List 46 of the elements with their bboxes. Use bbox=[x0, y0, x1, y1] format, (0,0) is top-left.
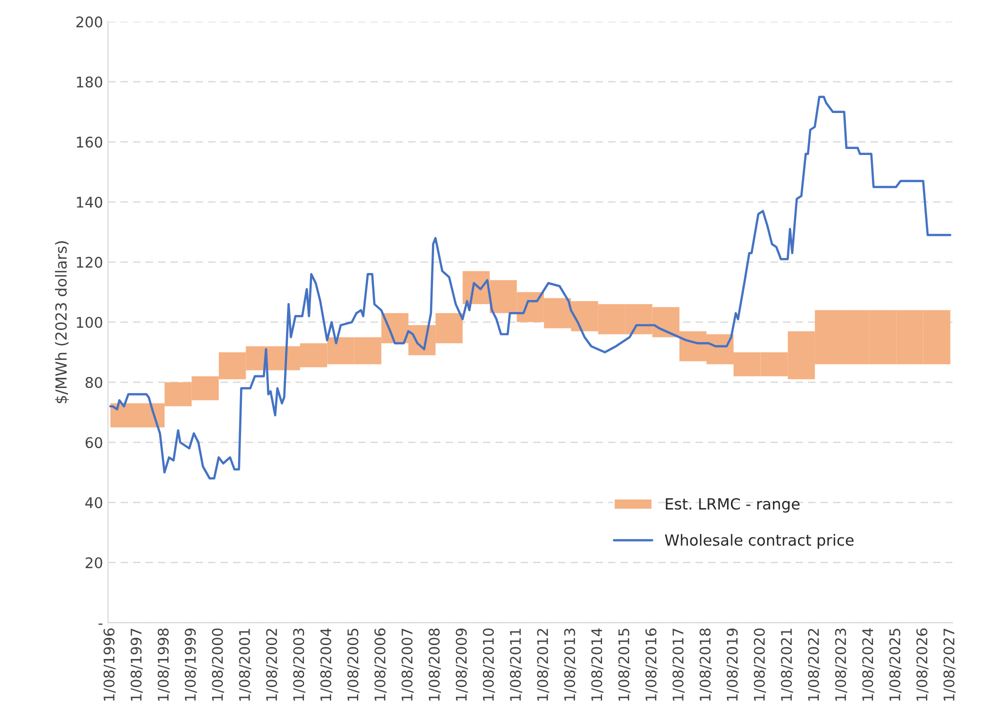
legend-label: Est. LRMC - range bbox=[666, 498, 800, 513]
y-tick-label: 80 bbox=[86, 376, 102, 388]
y-tick-label: 40 bbox=[85, 497, 102, 508]
legend-label: Wholesale contract price bbox=[664, 534, 854, 549]
x-tick-label: 1/08/2021 bbox=[780, 628, 794, 701]
y-tick-label: 20 bbox=[86, 557, 102, 568]
x-tick-label: 1/08/1999 bbox=[184, 628, 197, 701]
x-tick-label: 1/08/2025 bbox=[889, 628, 902, 701]
x-tick-label: 1/08/2015 bbox=[618, 628, 630, 701]
x-tick-label: 1/08/2011 bbox=[510, 628, 522, 701]
x-tick-label: 1/08/2001 bbox=[238, 628, 252, 701]
x-tick-label: 1/08/2027 bbox=[943, 628, 956, 701]
x-tick-label: 1/08/2017 bbox=[672, 628, 685, 701]
y-tick-label: - bbox=[98, 624, 102, 625]
x-tick-label: 1/08/2024 bbox=[862, 628, 874, 701]
y-tick-label: 200 bbox=[76, 16, 102, 28]
x-tick-label: 1/08/2003 bbox=[293, 628, 306, 701]
x-tick-label: 1/08/2014 bbox=[591, 628, 604, 701]
y-tick-label: 140 bbox=[76, 196, 102, 208]
x-tick-label: 1/08/1996 bbox=[104, 628, 116, 701]
x-tick-label: 1/08/2000 bbox=[212, 628, 224, 701]
y-tick-label: 180 bbox=[76, 76, 102, 88]
x-tick-label: 1/08/2012 bbox=[537, 628, 550, 701]
y-axis-title: $/MWh (2023 dollars) bbox=[54, 241, 69, 404]
y-tick-label: 120 bbox=[76, 256, 102, 268]
x-tick-label: 1/08/2016 bbox=[645, 628, 658, 701]
x-tick-label: 1/08/2013 bbox=[564, 628, 576, 701]
x-tick-label: 1/08/2002 bbox=[266, 628, 278, 701]
y-tick-label: 100 bbox=[76, 316, 102, 328]
x-tick-label: 1/08/1998 bbox=[158, 628, 170, 701]
x-tick-label: 1/08/2008 bbox=[428, 628, 441, 701]
x-tick-label: 1/08/2005 bbox=[347, 628, 360, 701]
x-tick-label: 1/08/1997 bbox=[130, 628, 143, 701]
x-tick-label: 1/08/2007 bbox=[402, 628, 414, 701]
x-tick-label: 1/08/2018 bbox=[700, 628, 712, 701]
x-tick-label: 1/08/2019 bbox=[726, 628, 739, 701]
x-tick-label: 1/08/2023 bbox=[835, 628, 848, 701]
x-tick-label: 1/08/2004 bbox=[320, 628, 332, 701]
y-tick-label: 60 bbox=[86, 437, 102, 448]
y-tick-label: 160 bbox=[76, 136, 102, 148]
x-tick-label: 1/08/2010 bbox=[482, 628, 496, 701]
x-tick-label: 1/08/2020 bbox=[754, 628, 766, 701]
x-tick-label: 1/08/2022 bbox=[808, 628, 820, 701]
x-tick-label: 1/08/2006 bbox=[374, 628, 387, 701]
x-tick-label: 1/08/2026 bbox=[916, 628, 929, 701]
x-tick-label: 1/08/2009 bbox=[456, 628, 468, 701]
